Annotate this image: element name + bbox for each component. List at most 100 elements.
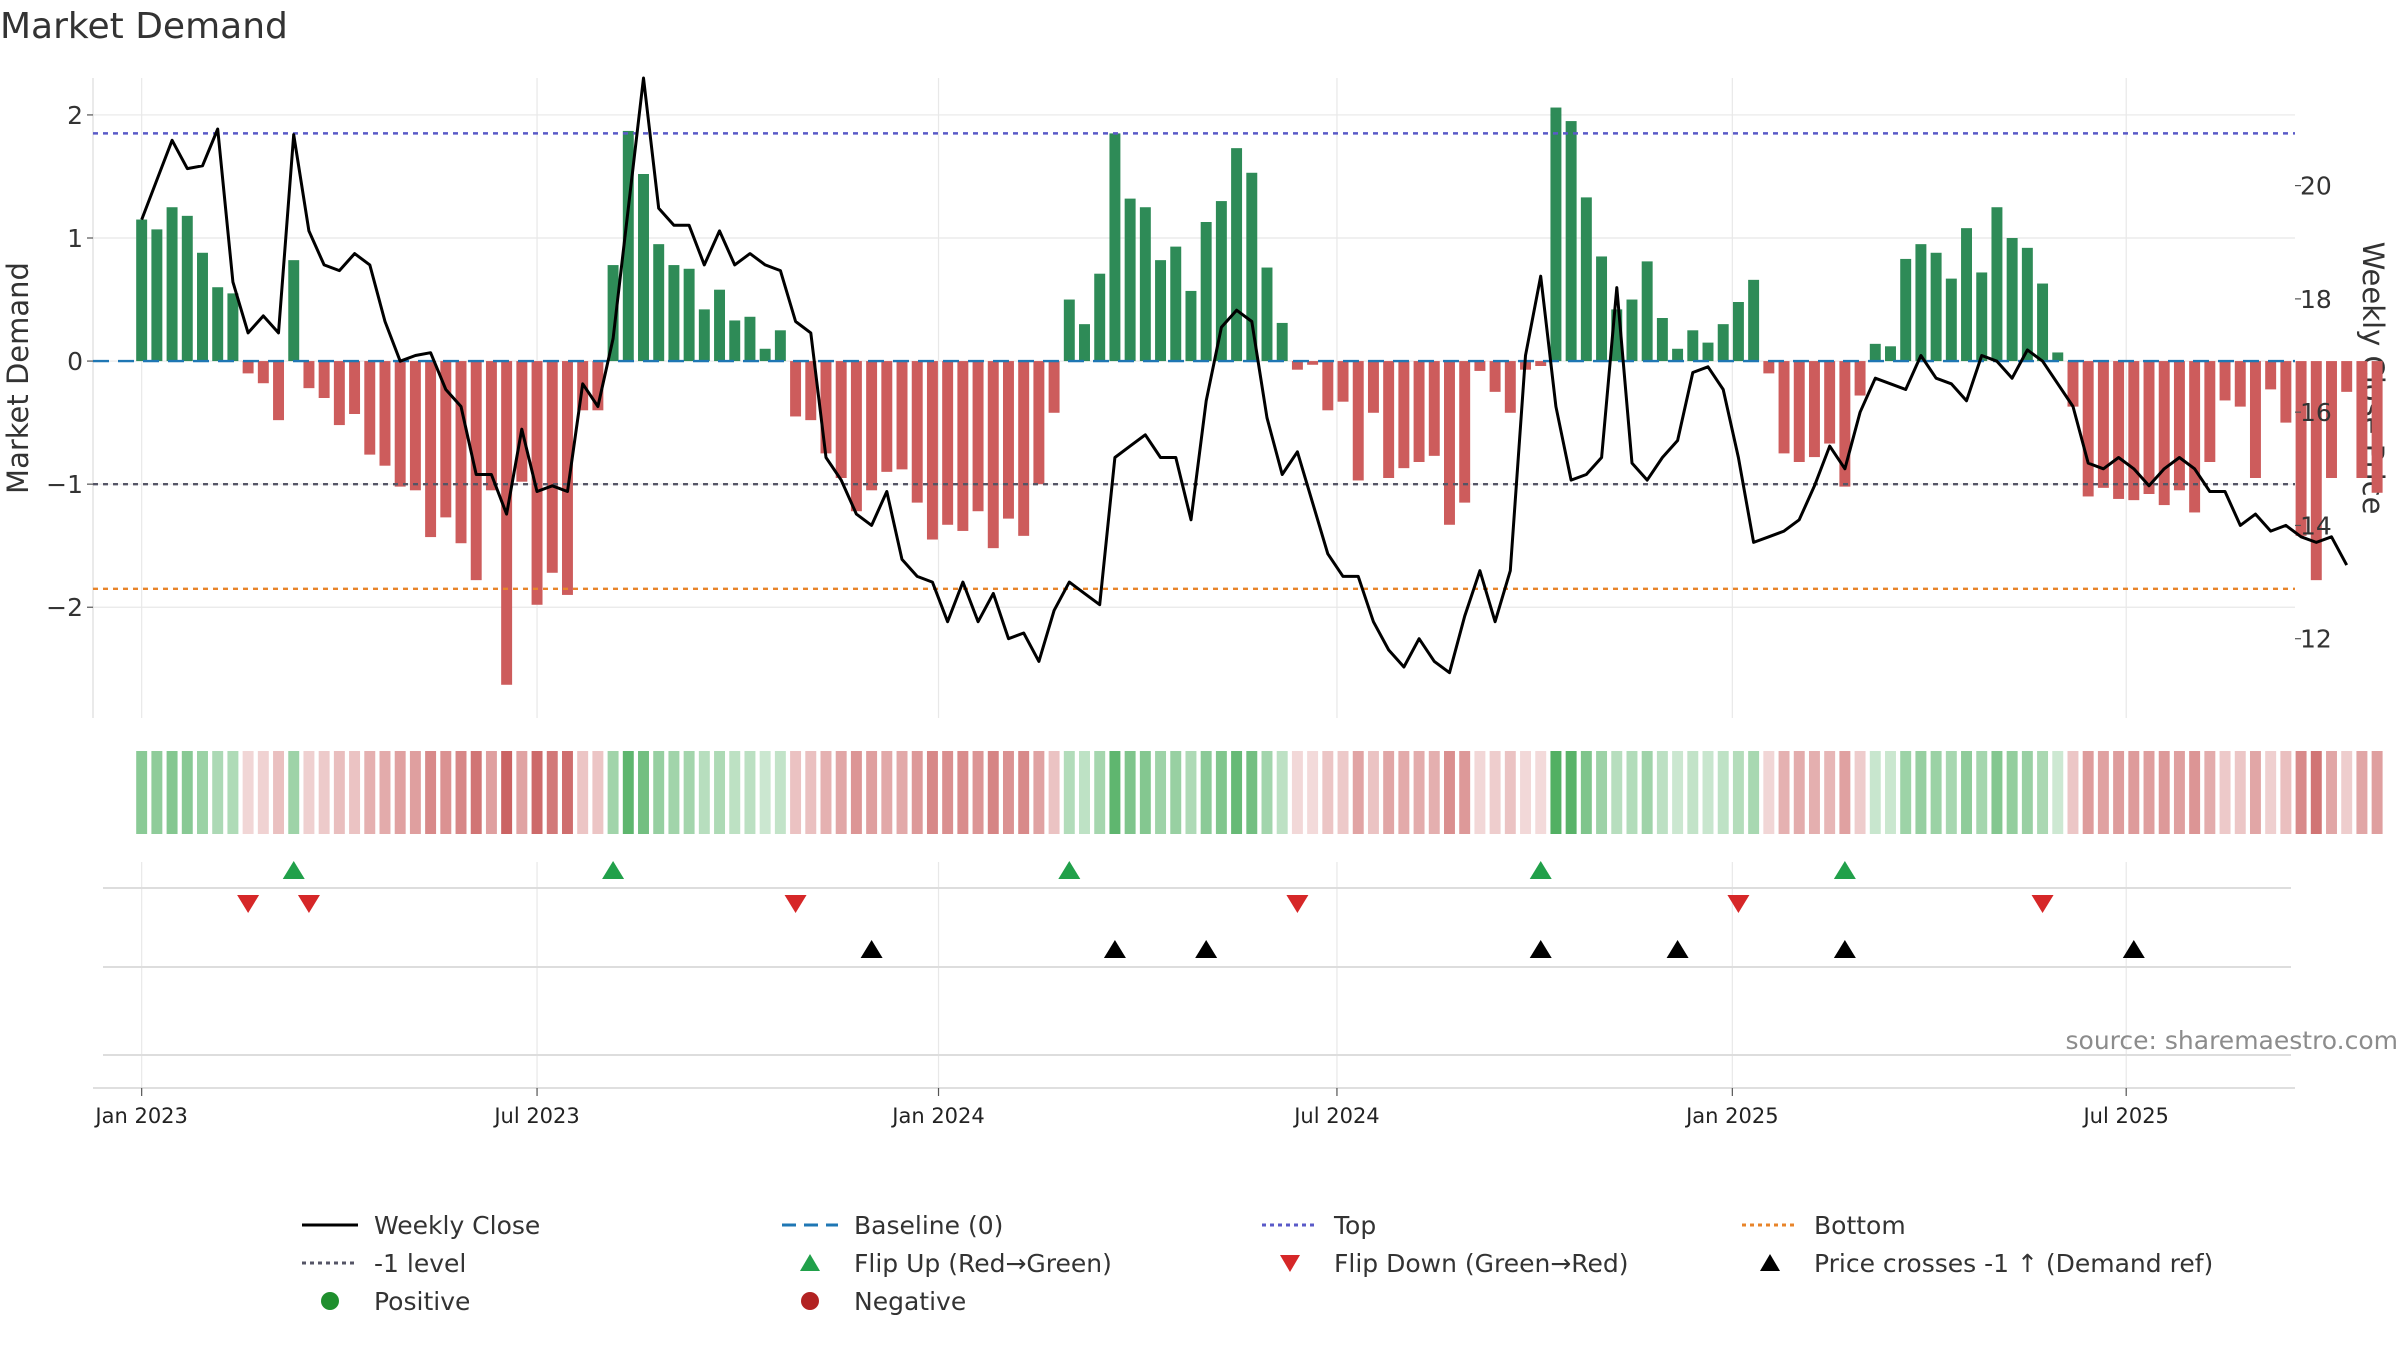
heat-cell-negative [2143, 751, 2155, 834]
negative-bar [1428, 361, 1440, 456]
heat-cell-negative [850, 751, 862, 834]
heat-cell-positive [151, 751, 163, 834]
heat-cell-negative [1002, 751, 1014, 834]
heat-cell-positive [1200, 751, 1212, 834]
heat-cell-negative [561, 751, 573, 834]
heat-cell-negative [1337, 751, 1349, 834]
negative-bar [318, 361, 330, 398]
demand-heat-strip [136, 751, 2383, 834]
heat-cell-positive [1565, 751, 1577, 834]
positive-bar [1717, 324, 1729, 362]
heat-cell-negative [1322, 751, 1334, 834]
heat-cell-positive [1261, 751, 1273, 834]
legend: Weekly Close Baseline (0) Top Bottom -1 … [300, 1208, 2260, 1328]
positive-bar [1094, 273, 1106, 362]
heat-cell-positive [1094, 751, 1106, 834]
positive-bar [151, 229, 163, 362]
heat-cell-positive [212, 751, 224, 834]
positive-bar [622, 130, 634, 362]
negative-bar [379, 361, 391, 466]
positive-bar [2052, 352, 2064, 362]
heat-cell-negative [1459, 751, 1471, 834]
heat-cell-negative [926, 751, 938, 834]
heat-cell-negative [2158, 751, 2170, 834]
negative-bar [1413, 361, 1425, 462]
positive-bar [1124, 198, 1136, 362]
negative-bar [1793, 361, 1805, 462]
negative-bar [1307, 361, 1319, 365]
positive-bar [1611, 309, 1623, 362]
heat-cell-positive [1611, 751, 1623, 834]
negative-bar [896, 361, 908, 470]
heat-cell-negative [1489, 751, 1501, 834]
x-ticks: Jan 2023 Jul 2023 Jan 2024 Jul 2024 Jan 2025… [93, 1088, 2169, 1128]
price-cross-marker [860, 940, 883, 958]
positive-bar [197, 252, 208, 362]
heat-cell-positive [607, 751, 619, 834]
heat-cell-positive [1748, 751, 1760, 834]
negative-bar [2326, 361, 2337, 478]
legend-label: Bottom [1814, 1210, 1906, 1240]
flip-up-marker [1058, 861, 1081, 879]
heat-cell-negative [1367, 751, 1379, 834]
heat-cell-positive [714, 751, 726, 834]
negative-bar [972, 361, 984, 512]
flip-up-marker [1833, 861, 1856, 879]
positive-bar [288, 260, 300, 362]
positive-bar [1185, 290, 1197, 362]
legend-dash-blue-icon [782, 1223, 838, 1227]
negative-bar [2173, 361, 2185, 491]
heat-cell-positive [1976, 751, 1988, 834]
heat-cell-positive [227, 751, 239, 834]
heat-cell-negative [333, 751, 345, 834]
negative-bar [1763, 361, 1775, 374]
heat-cell-negative [835, 751, 847, 834]
heat-cell-positive [1170, 751, 1182, 834]
flip-down-marker [297, 895, 320, 913]
negative-bar [1839, 361, 1851, 487]
legend-item-price-cross: Price crosses -1 ↑ (Demand ref) [1740, 1246, 2213, 1280]
negative-bar [1367, 361, 1379, 413]
positive-bar [1930, 252, 1942, 362]
positive-bar [136, 219, 148, 362]
heat-cell-negative [2234, 751, 2246, 834]
negative-bar [409, 361, 421, 491]
positive-bar [1155, 260, 1167, 362]
legend-dot-orange-icon [1742, 1223, 1798, 1227]
heat-cell-negative [394, 751, 406, 834]
heat-cell-positive [1732, 751, 1744, 834]
negative-bar [1778, 361, 1790, 454]
heat-cell-negative [257, 751, 269, 834]
heat-cell-positive [622, 751, 634, 834]
negative-bar [2082, 361, 2094, 497]
legend-label: -1 level [374, 1248, 467, 1278]
negative-bar [1337, 361, 1349, 402]
heat-cell-negative [242, 751, 254, 834]
positive-bar [1565, 121, 1577, 362]
positive-bar [166, 207, 178, 362]
triangle-down-red-icon [1280, 1255, 1300, 1272]
positive-bar [1580, 197, 1592, 362]
negative-bar [987, 361, 999, 549]
heat-cell-negative [1535, 751, 1547, 834]
negative-bar [1002, 361, 1014, 519]
heat-cell-negative [425, 751, 437, 834]
heat-cell-negative [2189, 751, 2201, 834]
negative-bar [881, 361, 893, 472]
triangle-up-green-icon [800, 1254, 820, 1271]
heat-cell-negative [2295, 751, 2307, 834]
negative-bar [1504, 361, 1516, 413]
heat-cell-negative [1307, 751, 1319, 834]
negative-bar [1459, 361, 1471, 503]
heat-cell-positive [774, 751, 786, 834]
negative-bar [485, 361, 497, 491]
source-text: source: sharemaestro.com [2066, 1026, 2399, 1055]
heat-cell-negative [2249, 751, 2261, 834]
legend-item-flip-up: Flip Up (Red→Green) [780, 1246, 1112, 1280]
heat-cell-negative [1824, 751, 1836, 834]
heat-cell-negative [501, 751, 513, 834]
y-tick-label: −1 [46, 470, 83, 499]
triangle-up-black-icon [1760, 1254, 1780, 1271]
negative-bar [850, 361, 862, 512]
